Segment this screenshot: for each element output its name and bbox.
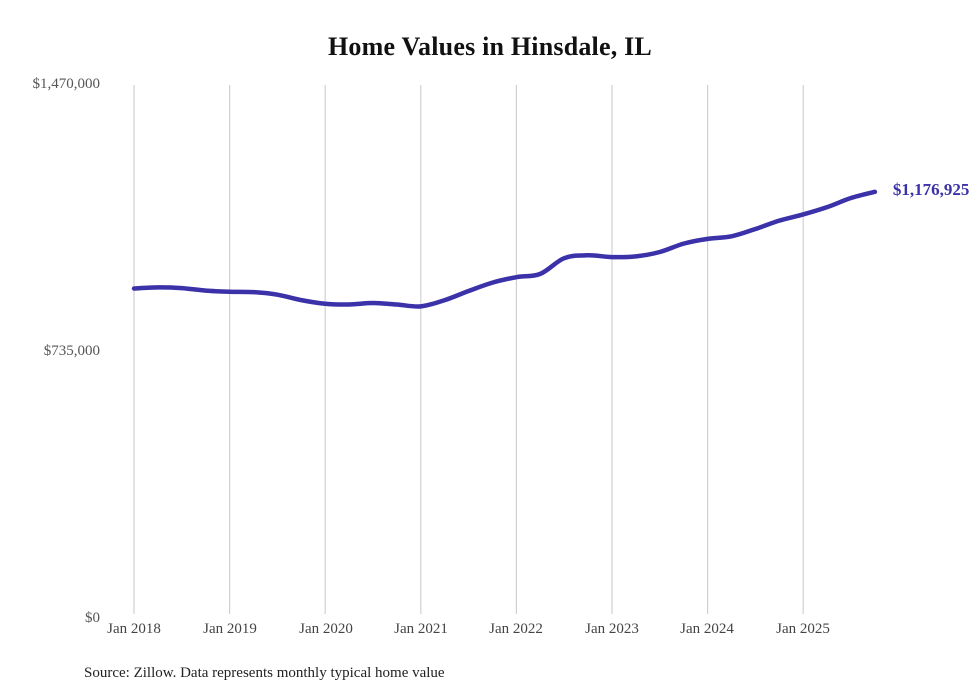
- x-axis-tick-label: Jan 2022: [489, 621, 543, 637]
- chart-title: Home Values in Hinsdale, IL: [328, 32, 652, 61]
- series-line-typical-home-value: [131, 189, 878, 309]
- x-axis-tick-label: Jan 2018: [107, 621, 161, 637]
- source-note: Source: Zillow. Data represents monthly …: [84, 665, 445, 681]
- end-value-annotation: $1,176,925: [892, 179, 970, 199]
- y-axis-tick-label-mid: $735,000: [43, 343, 100, 359]
- x-axis-tick-label: Jan 2025: [776, 621, 830, 637]
- x-axis-tick-label: Jan 2023: [585, 621, 639, 637]
- x-axis-tick-label: Jan 2021: [394, 621, 448, 637]
- gridlines-group: [133, 85, 804, 614]
- x-axis-tick-label: Jan 2019: [203, 621, 257, 637]
- y-axis-tick-label-zero: $0: [85, 610, 100, 626]
- y-axis-tick-label-max: $1,470,000: [32, 76, 101, 92]
- x-axis-tick-label: Jan 2024: [680, 621, 734, 637]
- x-axis-tick-label: Jan 2020: [299, 621, 353, 637]
